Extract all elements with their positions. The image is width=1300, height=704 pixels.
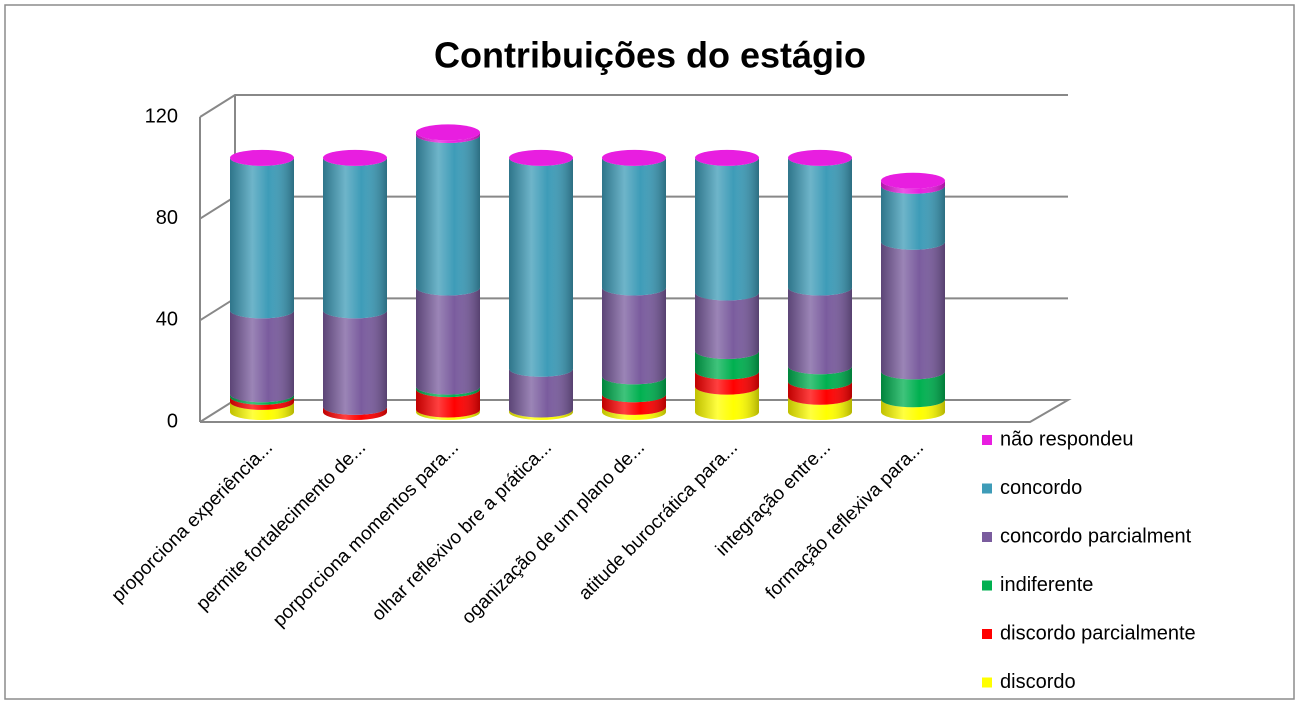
shading — [416, 386, 480, 398]
y-tick-label: 120 — [145, 105, 178, 127]
shading — [416, 389, 480, 418]
shading — [881, 241, 945, 380]
shading — [509, 157, 573, 377]
shading — [602, 287, 666, 385]
legend-label: concordo — [1000, 477, 1082, 499]
bar-top — [509, 149, 573, 166]
shading — [695, 292, 759, 359]
shading — [788, 287, 852, 375]
legend-swatch — [982, 483, 992, 494]
shading — [881, 180, 945, 194]
shading — [695, 386, 759, 420]
shading — [230, 396, 294, 410]
y-tick-label: 0 — [167, 410, 178, 432]
legend-swatch — [982, 677, 992, 688]
legend-swatch — [982, 629, 992, 639]
legend-label: não respondeu — [1000, 428, 1133, 450]
shading — [695, 351, 759, 380]
bar-top — [416, 124, 480, 141]
y-tick-label: 80 — [156, 207, 178, 229]
legend-label: discordo — [1000, 671, 1076, 693]
shading — [230, 394, 294, 405]
legend-swatch — [982, 580, 992, 591]
bar-top — [695, 149, 759, 166]
shading — [881, 185, 945, 250]
shading — [416, 287, 480, 395]
shading — [695, 157, 759, 301]
shading — [323, 310, 387, 415]
shading — [323, 157, 387, 319]
y-tick-label: 40 — [156, 309, 178, 331]
shading — [788, 381, 852, 405]
shading — [323, 406, 387, 420]
bar-top — [323, 149, 387, 166]
shading — [602, 376, 666, 403]
shading — [509, 368, 573, 418]
shading — [788, 157, 852, 296]
shading — [416, 132, 480, 143]
shading — [602, 394, 666, 415]
shading — [230, 310, 294, 403]
legend-swatch — [982, 532, 992, 542]
legend-label: discordo parcialmente — [1000, 622, 1196, 644]
shading — [509, 409, 573, 420]
shading — [230, 157, 294, 319]
bar-top — [230, 149, 294, 166]
shading — [788, 366, 852, 390]
shading — [695, 371, 759, 395]
bar-top — [602, 149, 666, 166]
bar-top — [788, 149, 852, 166]
shading — [602, 157, 666, 296]
bar-top — [881, 172, 945, 189]
grid-line — [199, 94, 1068, 118]
shading — [881, 371, 945, 408]
shading — [881, 399, 945, 420]
chart-title: Contribuições do estágio — [434, 35, 866, 76]
shading — [416, 409, 480, 420]
legend-swatch — [982, 435, 992, 445]
shading — [230, 401, 294, 420]
legend-label: indiferente — [1000, 574, 1093, 596]
shading — [416, 134, 480, 296]
shading — [602, 406, 666, 420]
legend-label: concordo parcialment — [1000, 525, 1192, 547]
shading — [788, 396, 852, 420]
